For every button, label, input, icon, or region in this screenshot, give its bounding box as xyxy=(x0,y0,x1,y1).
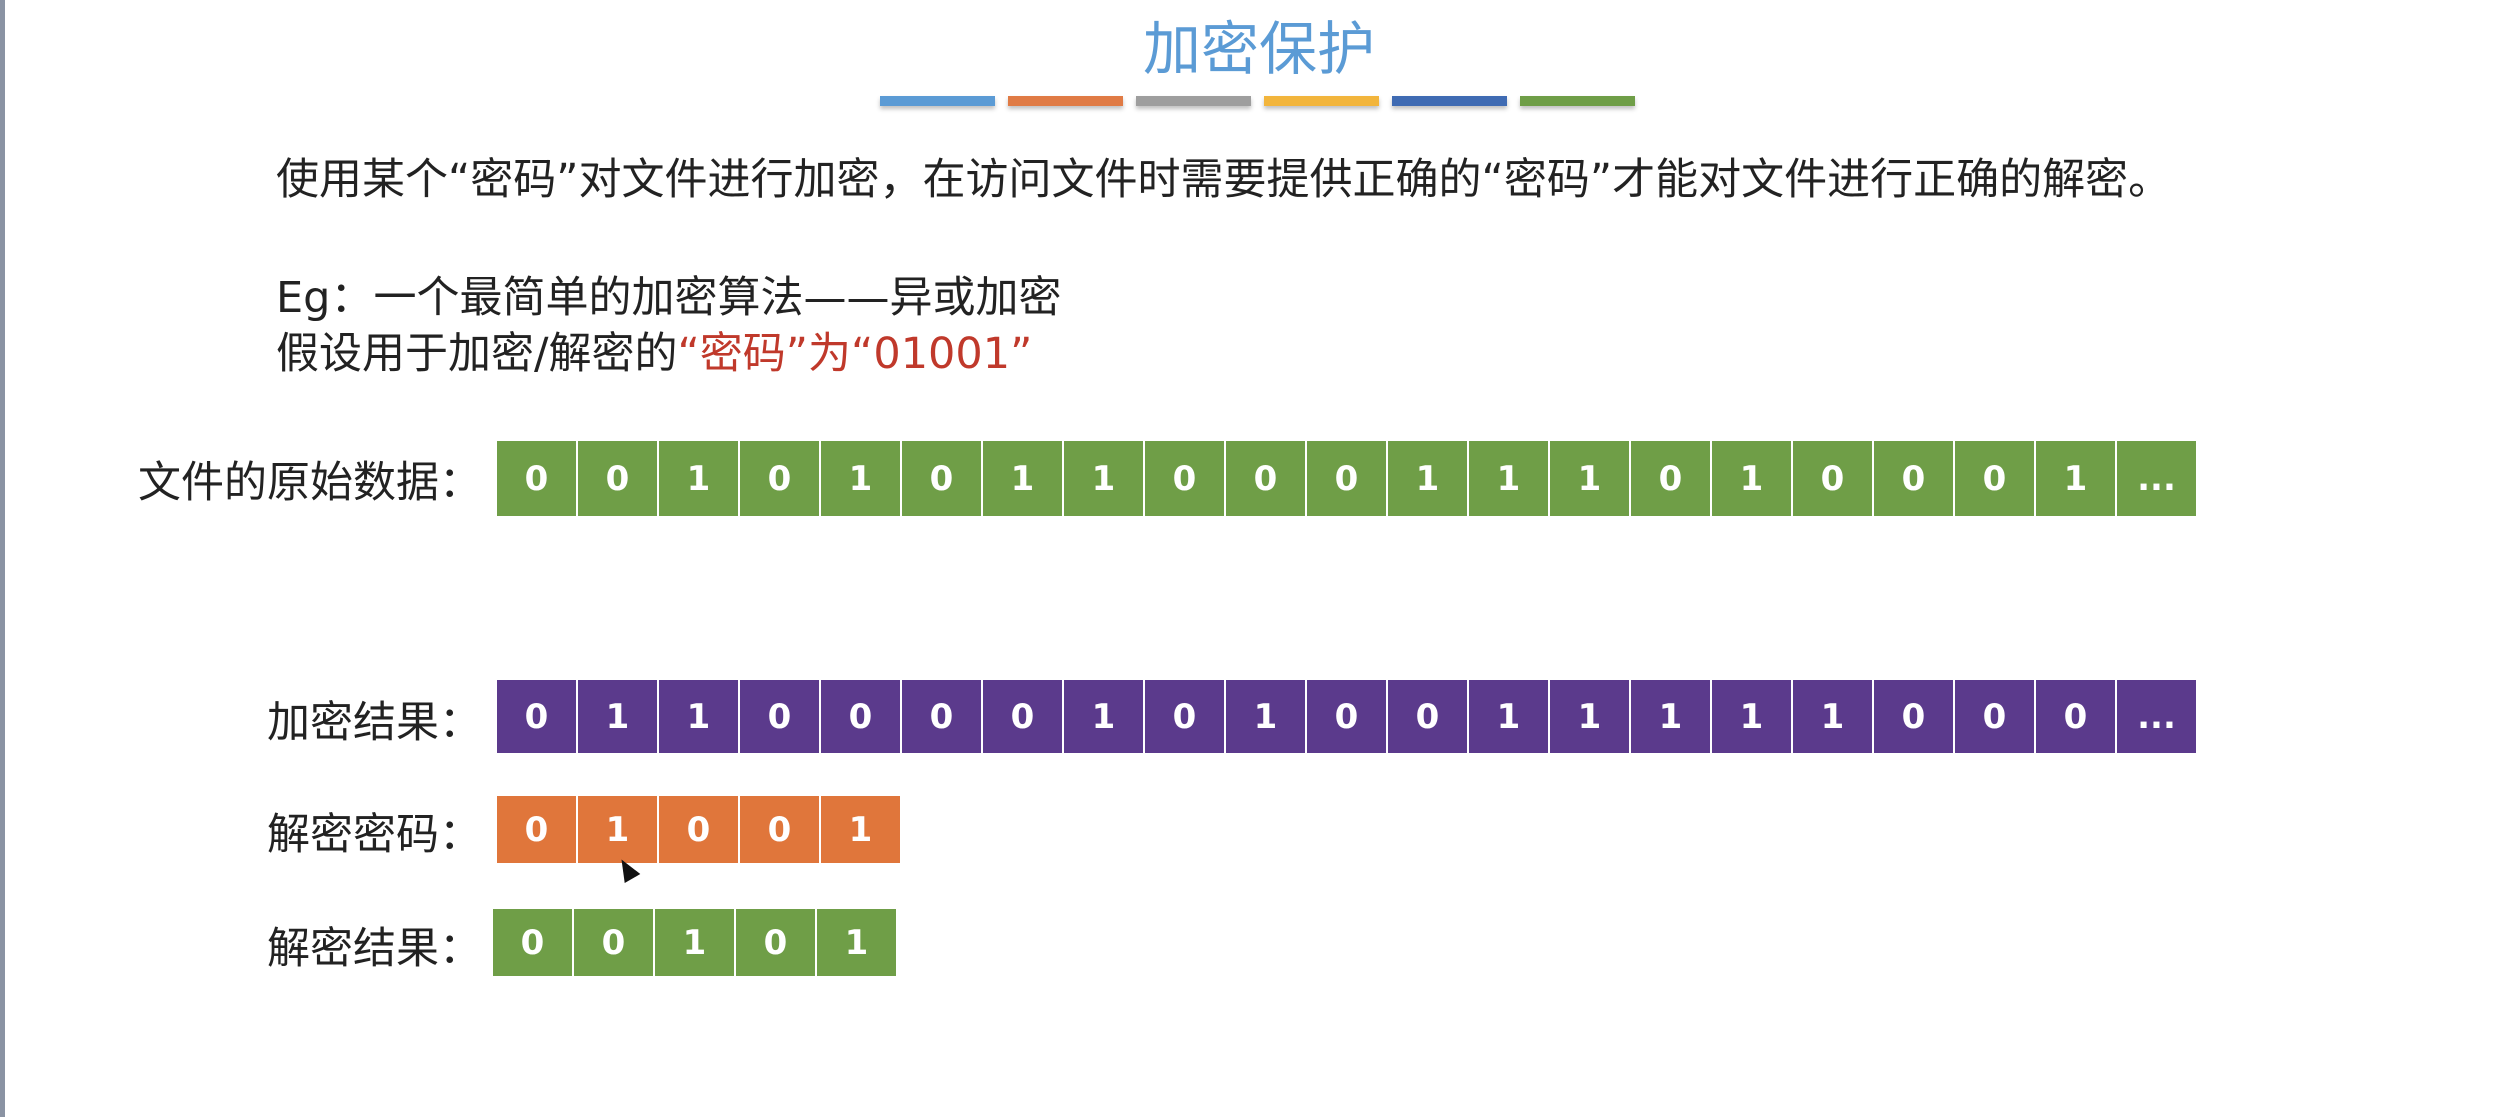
bit-cell: 1 xyxy=(1064,680,1143,753)
bit-cell: 0 xyxy=(821,680,900,753)
slide-title: 加密保护 xyxy=(1142,15,1375,83)
bit-cell: 1 xyxy=(983,441,1062,516)
original-data-label: 文件的原始数据： xyxy=(138,458,482,508)
bit-cell: 1 xyxy=(1388,441,1467,516)
bit-cell: 0 xyxy=(1226,441,1305,516)
example-line-2: 假设用于加密/解密的“密码”为“01001” xyxy=(276,326,1061,382)
bit-cell: 0 xyxy=(574,909,653,976)
example-text: Eg：一个最简单的加密算法——异或加密 假设用于加密/解密的“密码”为“0100… xyxy=(276,270,1061,382)
bit-cell: ... xyxy=(2117,441,2196,516)
bit-cell: 0 xyxy=(983,680,1062,753)
bit-cell: 1 xyxy=(1712,680,1791,753)
encrypted-result-label: 加密结果： xyxy=(267,698,482,748)
bit-cell: 1 xyxy=(655,909,734,976)
bit-cell: ... xyxy=(2117,680,2196,753)
bit-cell: 1 xyxy=(1712,441,1791,516)
title-bar-4 xyxy=(1392,96,1507,106)
original-data-row: 0 0 1 0 1 0 1 1 0 0 0 1 1 1 0 1 0 0 0 1... xyxy=(497,441,2198,516)
encrypted-result-row: 0 1 1 0 0 0 0 1 0 1 0 0 1 1 1 1 1 0 0 0... xyxy=(497,680,2198,753)
bit-cell: 0 xyxy=(1145,680,1224,753)
title-bar-2 xyxy=(1136,96,1251,106)
bit-cell: 0 xyxy=(497,680,576,753)
bit-cell: 0 xyxy=(1388,680,1467,753)
title-color-bars xyxy=(880,96,1635,106)
bit-cell: 1 xyxy=(1064,441,1143,516)
bit-cell: 1 xyxy=(578,796,657,863)
bit-cell: 0 xyxy=(1307,441,1386,516)
bit-cell: 0 xyxy=(1955,441,2034,516)
title-bar-3 xyxy=(1264,96,1379,106)
bit-cell: 0 xyxy=(740,680,819,753)
bit-cell: 0 xyxy=(659,796,738,863)
password-highlight: “密码”为“01001” xyxy=(677,329,1033,379)
bit-cell: 1 xyxy=(2036,441,2115,516)
decrypted-result-label: 解密结果： xyxy=(267,924,482,974)
bit-cell: 0 xyxy=(1874,680,1953,753)
title-bar-5 xyxy=(1520,96,1635,106)
bit-cell: 1 xyxy=(1469,680,1548,753)
bit-cell: 0 xyxy=(1631,441,1710,516)
bit-cell: 0 xyxy=(740,796,819,863)
bit-cell: 1 xyxy=(1550,680,1629,753)
bit-cell: 1 xyxy=(1469,441,1548,516)
bit-cell: 0 xyxy=(1145,441,1224,516)
bit-cell: 1 xyxy=(659,441,738,516)
example-line-1: Eg：一个最简单的加密算法——异或加密 xyxy=(276,273,1062,323)
bit-cell: 0 xyxy=(736,909,815,976)
bit-cell: 0 xyxy=(2036,680,2115,753)
bit-cell: 1 xyxy=(1631,680,1710,753)
bit-cell: 1 xyxy=(659,680,738,753)
bit-cell: 1 xyxy=(1793,680,1872,753)
bit-cell: 0 xyxy=(1874,441,1953,516)
bit-cell: 0 xyxy=(1793,441,1872,516)
bit-cell: 0 xyxy=(902,441,981,516)
bit-cell: 0 xyxy=(740,441,819,516)
bit-cell: 1 xyxy=(1550,441,1629,516)
example-line-2-prefix: 假设用于加密/解密的 xyxy=(276,329,678,379)
bit-cell: 1 xyxy=(817,909,896,976)
bit-cell: 0 xyxy=(1307,680,1386,753)
bit-cell: 0 xyxy=(493,909,572,976)
bit-cell: 1 xyxy=(1226,680,1305,753)
bit-cell: 0 xyxy=(578,441,657,516)
title-bar-1 xyxy=(1008,96,1123,106)
bit-cell: 0 xyxy=(497,441,576,516)
title-bar-0 xyxy=(880,96,995,106)
bit-cell: 1 xyxy=(821,441,900,516)
bit-cell: 0 xyxy=(1955,680,2034,753)
bit-cell: 0 xyxy=(902,680,981,753)
description-text: 使用某个“密码”对文件进行加密，在访问文件时需要提供正确的“密码”才能对文件进行… xyxy=(276,155,2172,205)
bit-cell: 1 xyxy=(578,680,657,753)
bit-cell: 0 xyxy=(497,796,576,863)
decryption-key-label: 解密密码： xyxy=(267,810,482,860)
bit-cell: 1 xyxy=(821,796,900,863)
window-edge xyxy=(0,0,5,1117)
